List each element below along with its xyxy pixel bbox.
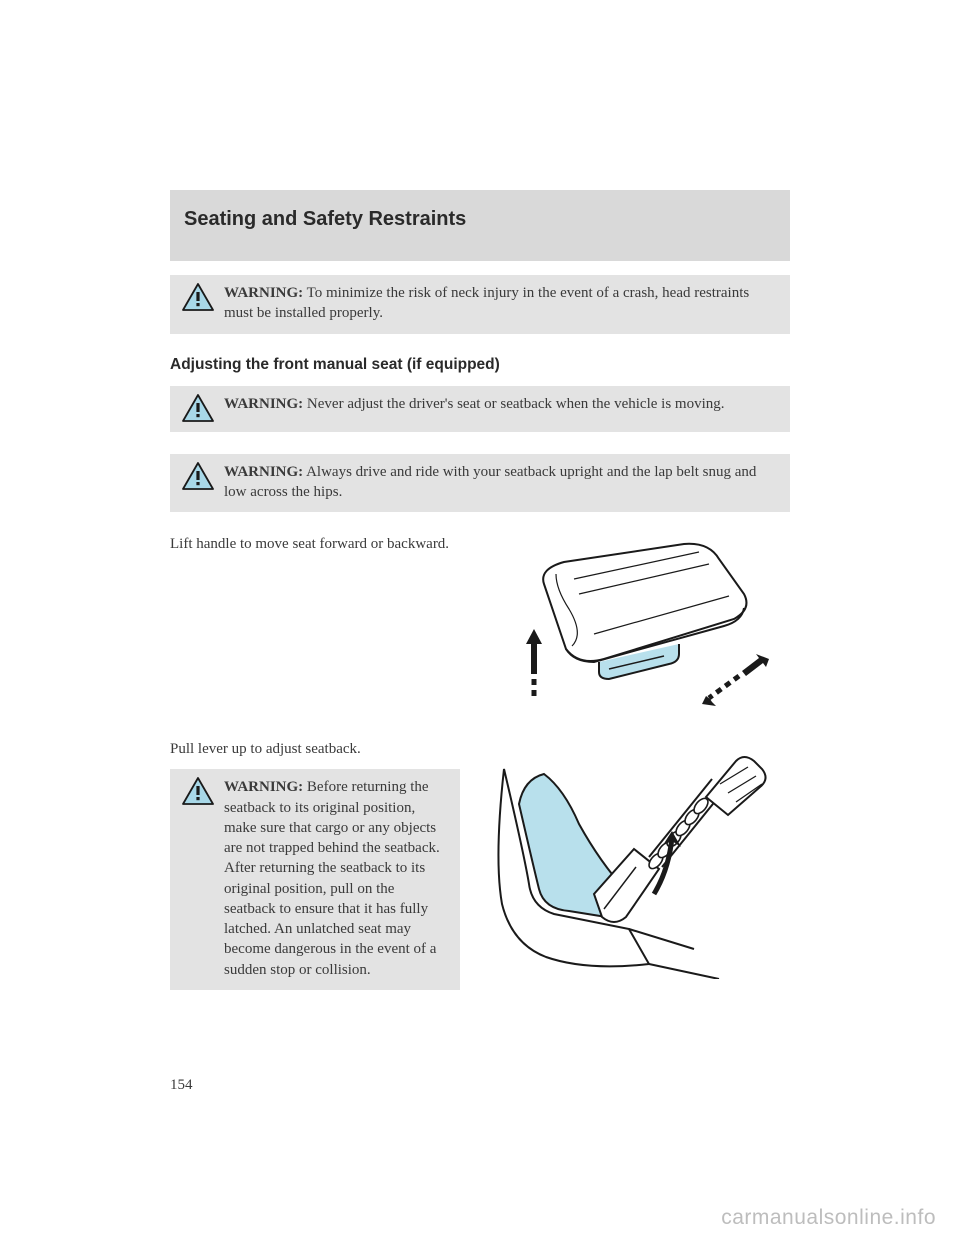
arrow-diagonal-icon (702, 654, 769, 706)
warning-box-seatback-upright: WARNING: Always drive and ride with your… (170, 454, 790, 513)
warning-triangle-icon (182, 283, 214, 311)
warning-triangle-icon (182, 394, 214, 422)
warning-box-head-restraints: WARNING: To minimize the risk of neck in… (170, 275, 790, 334)
seatback-lever-diagram (484, 739, 784, 979)
warning-box-never-adjust: WARNING: Never adjust the driver's seat … (170, 386, 790, 432)
arrow-up-icon (526, 629, 542, 699)
warning-triangle-icon (182, 777, 214, 805)
warning-text: WARNING: Before returning the seatback t… (224, 777, 448, 980)
page-number: 154 (170, 1077, 193, 1094)
warning-label: WARNING: (224, 464, 303, 480)
seat-cushion-diagram (484, 534, 784, 719)
warning-box-seatback-latch: WARNING: Before returning the seatback t… (170, 769, 460, 990)
instruction-text-col: Lift handle to move seat forward or back… (170, 534, 460, 554)
warning-triangle-icon (182, 462, 214, 490)
section-title: Seating and Safety Restraints (184, 208, 776, 231)
diagram-col (478, 534, 790, 719)
section-header: Seating and Safety Restraints (170, 190, 790, 261)
instruction-lift-handle: Lift handle to move seat forward or back… (170, 534, 460, 554)
subheading-front-manual-seat: Adjusting the front manual seat (if equi… (170, 356, 790, 374)
warning-text: WARNING: Always drive and ride with your… (224, 462, 778, 503)
lever-shaft (646, 757, 765, 871)
warning-body: Never adjust the driver's seat or seatba… (303, 396, 724, 412)
warning-body: To minimize the risk of neck injury in t… (224, 285, 749, 321)
instruction-row-1: Lift handle to move seat forward or back… (170, 534, 790, 719)
diagram-col (478, 739, 790, 979)
warning-body: Before returning the seatback to its ori… (224, 779, 440, 977)
warning-label: WARNING: (224, 396, 303, 412)
instruction-row-2: Pull lever up to adjust seatback. WARNIN… (170, 739, 790, 1012)
warning-label: WARNING: (224, 779, 303, 795)
manual-page: Seating and Safety Restraints WARNING: T… (0, 0, 960, 1012)
warning-label: WARNING: (224, 285, 303, 301)
watermark: carmanualsonline.info (721, 1206, 936, 1230)
warning-text: WARNING: To minimize the risk of neck in… (224, 283, 778, 324)
warning-text: WARNING: Never adjust the driver's seat … (224, 394, 725, 414)
instruction-text-col: Pull lever up to adjust seatback. WARNIN… (170, 739, 460, 1012)
warning-body: Always drive and ride with your seatback… (224, 464, 756, 500)
instruction-pull-lever: Pull lever up to adjust seatback. (170, 739, 460, 759)
